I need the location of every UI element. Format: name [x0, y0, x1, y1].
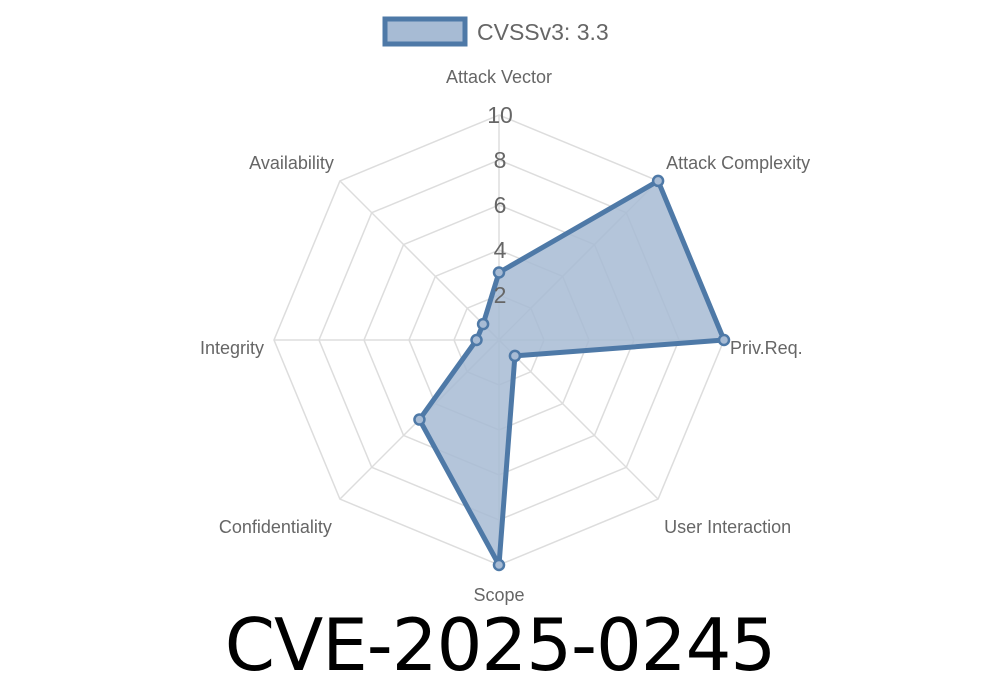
axis-label: User Interaction — [664, 517, 791, 537]
legend-label: CVSSv3: 3.3 — [477, 19, 609, 45]
tick-label: 8 — [494, 147, 507, 173]
axis-label: Availability — [249, 153, 334, 173]
axis-label: Attack Complexity — [666, 153, 810, 173]
data-point-user-interaction — [508, 349, 522, 363]
data-point-attack-vector — [492, 266, 506, 279]
grid-spoke — [339, 180, 500, 341]
data-point-confidentiality — [413, 413, 426, 426]
series-area — [416, 178, 727, 568]
tick-label: 2 — [494, 282, 507, 308]
axis-label: Scope — [473, 585, 524, 605]
axis-label: Attack Vector — [446, 67, 552, 87]
tick-label: 10 — [487, 102, 513, 128]
data-point-attack-complexity — [651, 174, 665, 188]
data-point-scope — [492, 558, 506, 572]
tick-label: 6 — [494, 192, 507, 218]
axis-label: Confidentiality — [219, 517, 332, 537]
legend-swatch — [382, 16, 468, 47]
cve-title: CVE-2025-0245 — [224, 603, 776, 687]
data-point-integrity — [470, 333, 483, 347]
axis-label: Priv.Req. — [730, 338, 803, 358]
axis-label: Integrity — [200, 338, 264, 358]
tick-label: 4 — [494, 237, 507, 263]
data-point-priv-req- — [717, 333, 731, 347]
data-point-availability — [476, 317, 490, 331]
grid-spoke — [498, 339, 659, 500]
